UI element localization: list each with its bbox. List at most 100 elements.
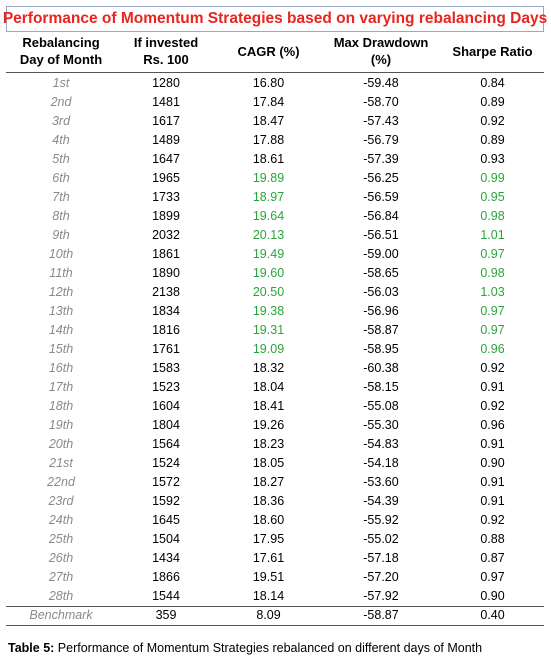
cell-drawdown: -58.70	[363, 95, 399, 109]
cell-sharpe: 0.96	[480, 418, 505, 432]
table-row: 28th 1544 18.14 -57.92 0.90	[6, 587, 544, 606]
table-row: 1st 1280 16.80 -59.48 0.84	[6, 74, 544, 93]
cell-sharpe: 0.96	[480, 342, 505, 356]
cell-drawdown: -56.84	[363, 209, 399, 223]
cell-day: 21st	[49, 456, 73, 470]
cell-cagr: 18.23	[252, 437, 285, 451]
cell-sharpe: 0.87	[480, 551, 505, 565]
cell-invested: 1804	[152, 418, 180, 432]
cell-day: 12th	[48, 285, 74, 299]
cell-drawdown: -57.92	[363, 589, 399, 603]
cell-invested: 1481	[152, 95, 180, 109]
cell-day: 11th	[49, 266, 73, 280]
cell-drawdown: -59.48	[363, 76, 399, 90]
cell-invested: 1645	[152, 513, 180, 527]
cell-sharpe: 0.91	[480, 494, 505, 508]
cell-drawdown: -55.08	[363, 399, 399, 413]
table-row: 26th 1434 17.61 -57.18 0.87	[6, 549, 544, 568]
header-day-line-1: Rebalancing	[22, 35, 100, 50]
table-row: 12th 2138 20.50 -56.03 1.03	[6, 283, 544, 302]
cell-day: 5th	[52, 152, 70, 166]
cell-day: 24th	[48, 513, 74, 527]
cell-day: 9th	[52, 228, 70, 242]
table-row: 14th 1816 19.31 -58.87 0.97	[6, 321, 544, 340]
cell-cagr: 18.04	[252, 380, 285, 394]
cell-drawdown: -55.92	[363, 513, 399, 527]
cell-cagr: 19.89	[252, 171, 285, 185]
cell-invested: 1834	[152, 304, 180, 318]
cell-sharpe: 0.91	[480, 380, 505, 394]
table-row: 6th 1965 19.89 -56.25 0.99	[6, 169, 544, 188]
cell-sharpe: 0.97	[480, 247, 505, 261]
cell-invested: 1523	[152, 380, 180, 394]
cell-sharpe: 0.95	[480, 190, 505, 204]
cell-cagr: 17.95	[252, 532, 285, 546]
cell-sharpe: 0.90	[480, 456, 505, 470]
table-row: 4th 1489 17.88 -56.79 0.89	[6, 131, 544, 150]
header-cagr-line-1: CAGR (%)	[237, 43, 300, 59]
caption-label: Table 5:	[8, 641, 55, 655]
cell-drawdown: -54.18	[363, 456, 399, 470]
cell-drawdown: -56.96	[363, 304, 399, 318]
cell-invested: 1899	[152, 209, 180, 223]
benchmark-row: Benchmark 359 8.09 -58.87 0.40	[6, 606, 544, 625]
cell-drawdown: -56.03	[363, 285, 399, 299]
cell-sharpe: 0.92	[480, 399, 505, 413]
cell-cagr: 19.60	[252, 266, 285, 280]
caption-text: Performance of Momentum Strategies rebal…	[54, 641, 483, 655]
cell-cagr: 18.27	[252, 475, 285, 489]
cell-drawdown: -58.15	[363, 380, 399, 394]
cell-cagr: 17.84	[252, 95, 285, 109]
cell-cagr: 18.97	[252, 190, 285, 204]
cell-cagr: 20.13	[252, 228, 285, 242]
table-row: 8th 1899 19.64 -56.84 0.98	[6, 207, 544, 226]
cell-day: 27th	[48, 570, 74, 584]
header-sharpe-ratio: Sharpe Ratio	[441, 33, 544, 69]
header-invested-line-1: If invested	[133, 35, 199, 50]
cell-invested: 1434	[152, 551, 180, 565]
header-sharpe-line-1: Sharpe Ratio	[452, 43, 533, 59]
cell-day: 10th	[48, 247, 74, 261]
header-drawdown-line-2: (%)	[370, 52, 392, 67]
cell-day: 23rd	[48, 494, 74, 508]
cell-sharpe: 0.91	[480, 437, 505, 451]
cell-drawdown: -56.51	[363, 228, 399, 242]
table-body: 1st 1280 16.80 -59.48 0.84 2nd 1481 17.84 -58.70…	[6, 74, 544, 606]
cell-drawdown: -58.65	[363, 266, 399, 280]
cell-day: 16th	[48, 361, 74, 375]
cell-day: 15th	[48, 342, 74, 356]
cell-invested: 1761	[152, 342, 180, 356]
header-if-invested: If invested Rs. 100	[116, 33, 216, 69]
cell-drawdown: -53.60	[363, 475, 399, 489]
header-day-line-2: Day of Month	[19, 52, 103, 67]
table-row: 25th 1504 17.95 -55.02 0.88	[6, 530, 544, 549]
table-row: 16th 1583 18.32 -60.38 0.92	[6, 359, 544, 378]
header-invested-line-2: Rs. 100	[143, 52, 189, 67]
benchmark-cagr: 8.09	[256, 608, 281, 622]
cell-cagr: 18.41	[252, 399, 285, 413]
table-row: 3rd 1617 18.47 -57.43 0.92	[6, 112, 544, 131]
header-rebalancing-day: Rebalancing Day of Month	[6, 33, 116, 69]
cell-invested: 2138	[152, 285, 180, 299]
benchmark-divider-top	[6, 606, 544, 607]
cell-cagr: 18.05	[252, 456, 285, 470]
table-row: 21st 1524 18.05 -54.18 0.90	[6, 454, 544, 473]
cell-drawdown: -56.59	[363, 190, 399, 204]
cell-cagr: 19.51	[252, 570, 285, 584]
cell-cagr: 19.31	[252, 323, 285, 337]
cell-sharpe: 0.92	[480, 114, 505, 128]
cell-cagr: 16.80	[252, 76, 285, 90]
cell-invested: 1733	[152, 190, 180, 204]
cell-day: 25th	[48, 532, 74, 546]
benchmark-sharpe: 0.40	[480, 608, 505, 622]
cell-drawdown: -55.02	[363, 532, 399, 546]
cell-cagr: 18.14	[252, 589, 285, 603]
cell-sharpe: 0.98	[480, 209, 505, 223]
table-row: 5th 1647 18.61 -57.39 0.93	[6, 150, 544, 169]
cell-day: 19th	[48, 418, 74, 432]
cell-cagr: 18.32	[252, 361, 285, 375]
cell-drawdown: -54.39	[363, 494, 399, 508]
table-row: 19th 1804 19.26 -55.30 0.96	[6, 416, 544, 435]
cell-invested: 1866	[152, 570, 180, 584]
table-row: 13th 1834 19.38 -56.96 0.97	[6, 302, 544, 321]
